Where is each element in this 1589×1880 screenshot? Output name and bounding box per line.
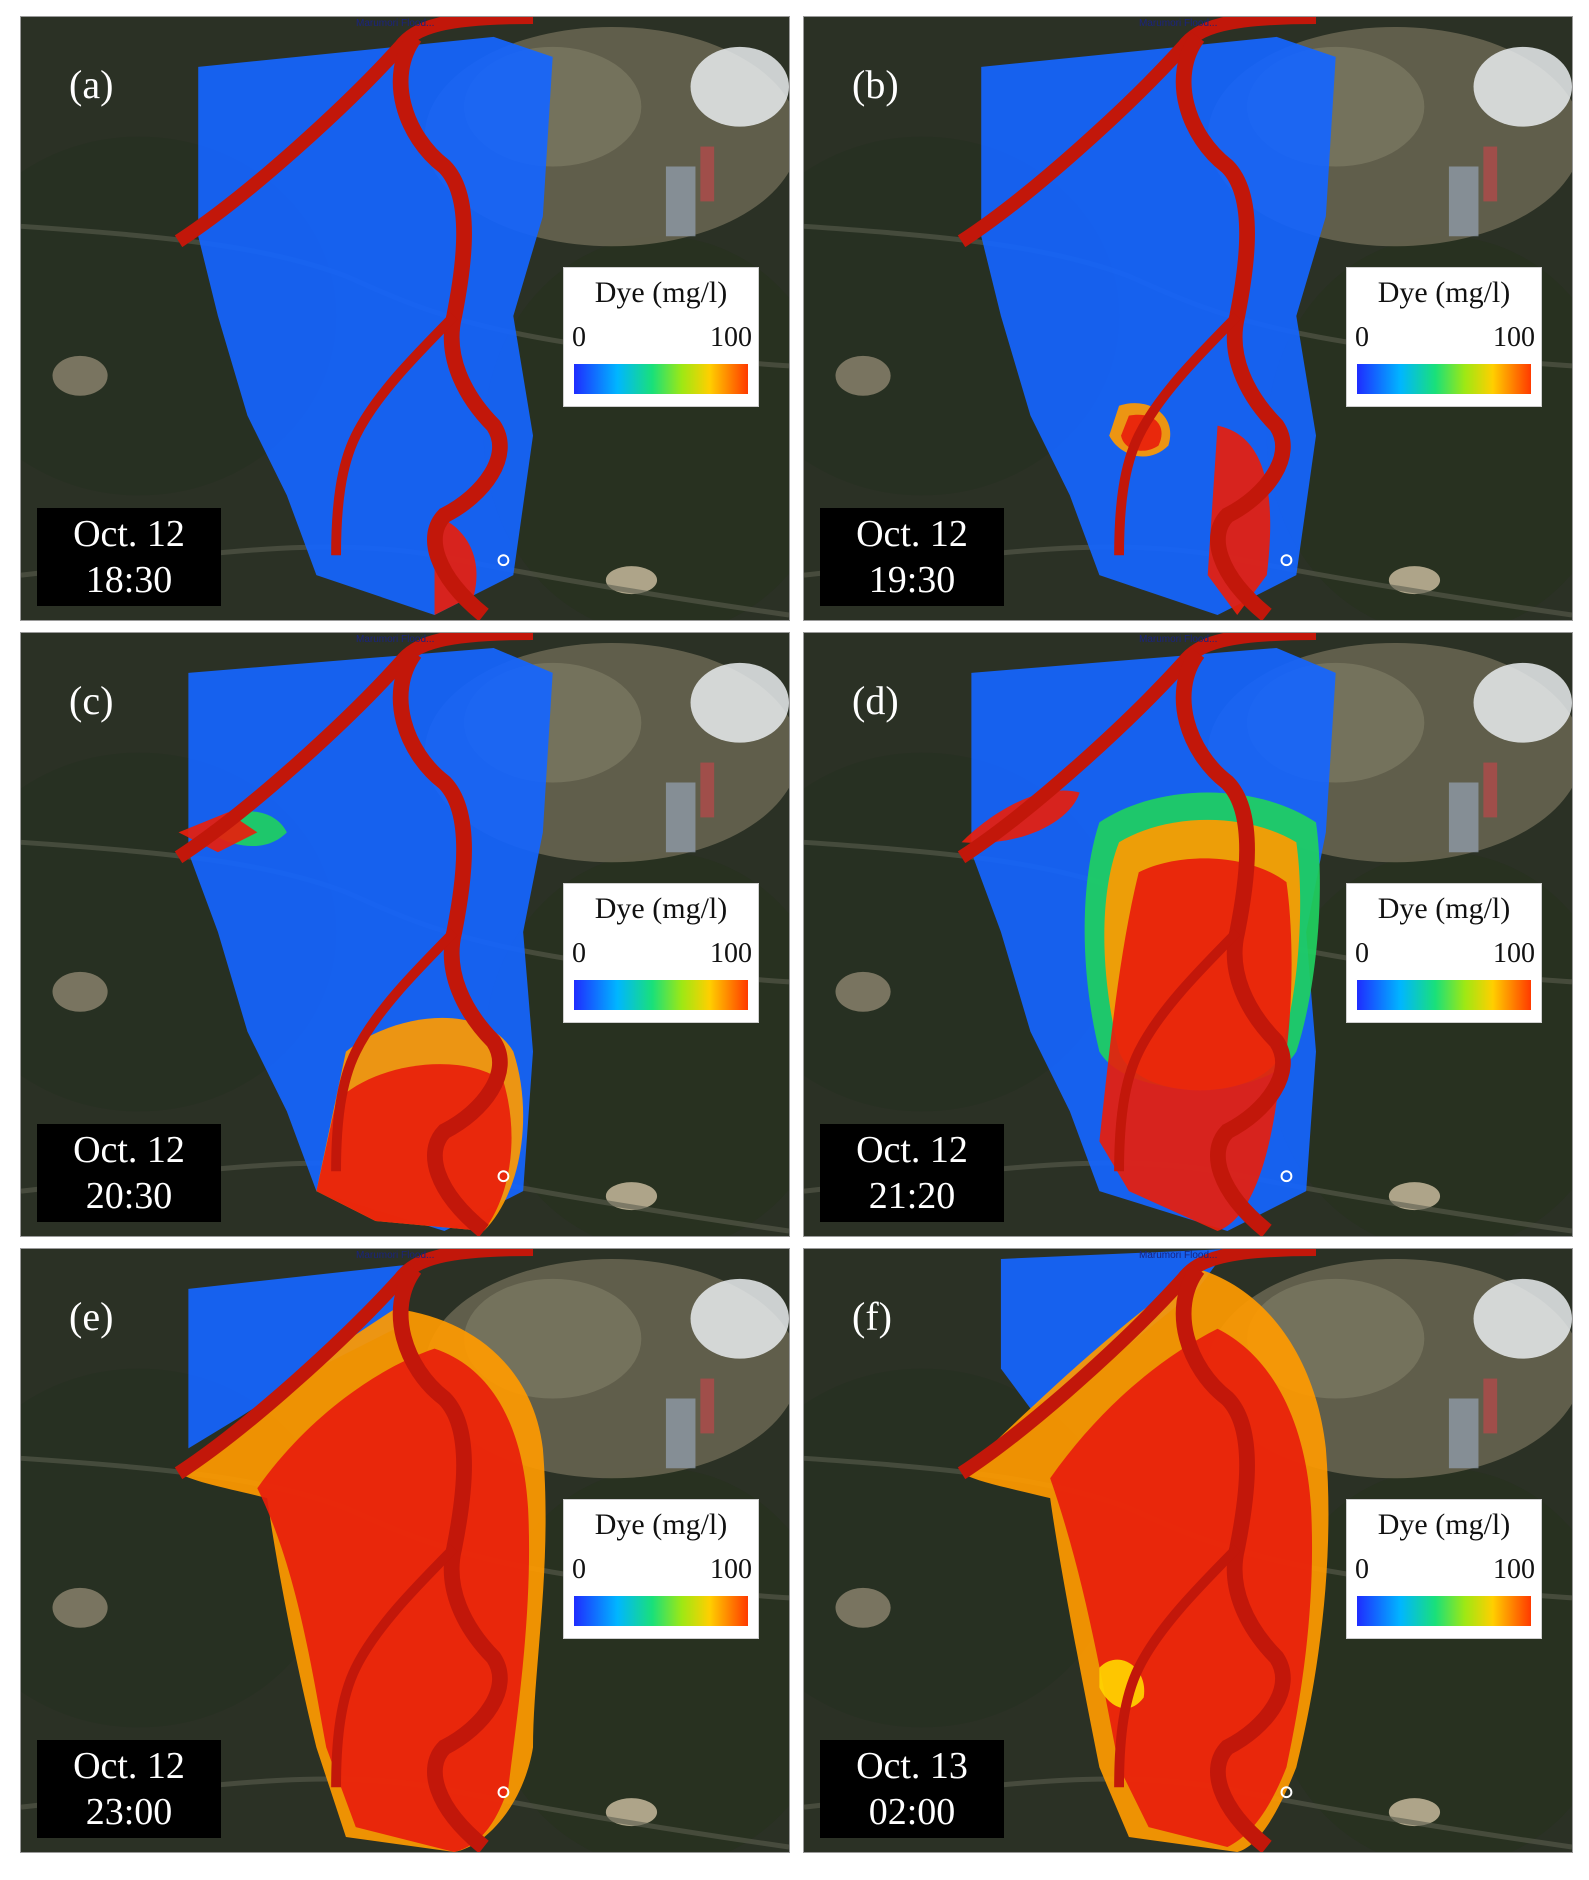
map-attribution: Marumori Flood... xyxy=(356,18,435,29)
map-panel-2: Marumori Flood... (c) Dye (mg/l) 0 100 O… xyxy=(20,632,790,1237)
timestamp-date: Oct. 12 xyxy=(856,513,968,555)
legend-min: 0 xyxy=(572,1554,586,1585)
legend: Dye (mg/l) 0 100 xyxy=(1346,267,1542,407)
legend-min: 0 xyxy=(572,938,586,969)
legend-title: Dye (mg/l) xyxy=(594,276,728,309)
timestamp-time: 20:30 xyxy=(85,1175,173,1217)
panel-label: (d) xyxy=(852,678,899,723)
map-panel-1: Marumori Flood... (b) Dye (mg/l) 0 100 O… xyxy=(803,16,1573,621)
legend-min: 0 xyxy=(1355,322,1369,353)
legend-title: Dye (mg/l) xyxy=(1377,892,1511,925)
legend-max: 100 xyxy=(710,322,752,353)
satellite-map xyxy=(804,17,1572,620)
legend-colorbar xyxy=(1357,1596,1531,1626)
map-attribution: Marumori Flood... xyxy=(1139,1250,1218,1261)
timestamp-time: 23:00 xyxy=(85,1791,173,1833)
map-attribution: Marumori Flood... xyxy=(1139,634,1218,645)
timestamp-box: Oct. 12 23:00 xyxy=(37,1740,221,1838)
panel-label: (c) xyxy=(69,678,114,723)
satellite-map xyxy=(21,633,789,1236)
legend: Dye (mg/l) 0 100 xyxy=(1346,883,1542,1023)
flood-region xyxy=(188,1263,415,1449)
legend: Dye (mg/l) 0 100 xyxy=(563,267,759,407)
legend-title: Dye (mg/l) xyxy=(1377,276,1511,309)
flood-region xyxy=(198,36,553,616)
timestamp-box: Oct. 12 19:30 xyxy=(820,508,1004,606)
map-panel-3: Marumori Flood... (d) Dye (mg/l) 0 100 O… xyxy=(803,632,1573,1237)
timestamp-date: Oct. 12 xyxy=(856,1129,968,1171)
panel-label: (e) xyxy=(69,1294,114,1339)
timestamp-box: Oct. 13 02:00 xyxy=(820,1740,1004,1838)
timestamp-time: 21:20 xyxy=(868,1175,956,1217)
legend-title: Dye (mg/l) xyxy=(594,892,728,925)
timestamp-box: Oct. 12 18:30 xyxy=(37,508,221,606)
legend-title: Dye (mg/l) xyxy=(594,1508,728,1541)
legend-colorbar xyxy=(1357,364,1531,394)
timestamp-date: Oct. 13 xyxy=(856,1745,968,1787)
flood-region xyxy=(316,1064,512,1232)
legend-min: 0 xyxy=(1355,1554,1369,1585)
legend: Dye (mg/l) 0 100 xyxy=(563,1499,759,1639)
legend: Dye (mg/l) 0 100 xyxy=(1346,1499,1542,1639)
legend-max: 100 xyxy=(1493,938,1535,969)
timestamp-time: 19:30 xyxy=(868,559,956,601)
timestamp-time: 02:00 xyxy=(868,1791,956,1833)
legend-colorbar xyxy=(574,1596,748,1626)
legend-colorbar xyxy=(1357,980,1531,1010)
panel-label: (b) xyxy=(852,62,899,107)
map-attribution: Marumori Flood... xyxy=(1139,18,1218,29)
timestamp-date: Oct. 12 xyxy=(73,1745,185,1787)
legend: Dye (mg/l) 0 100 xyxy=(563,883,759,1023)
map-panel-0: Marumori Flood... (a) Dye (mg/l) 0 100 O… xyxy=(20,16,790,621)
timestamp-time: 18:30 xyxy=(85,559,173,601)
map-attribution: Marumori Flood... xyxy=(356,634,435,645)
panel-label: (a) xyxy=(69,62,114,107)
legend-max: 100 xyxy=(1493,1554,1535,1585)
timestamp-date: Oct. 12 xyxy=(73,1129,185,1171)
legend-max: 100 xyxy=(1493,322,1535,353)
legend-colorbar xyxy=(574,980,748,1010)
timestamp-box: Oct. 12 21:20 xyxy=(820,1124,1004,1222)
legend-min: 0 xyxy=(572,322,586,353)
map-attribution: Marumori Flood... xyxy=(356,1250,435,1261)
legend-colorbar xyxy=(574,364,748,394)
legend-title: Dye (mg/l) xyxy=(1377,1508,1511,1541)
flood-region xyxy=(1099,858,1292,1232)
map-panel-4: Marumori Flood... (e) Dye (mg/l) 0 100 O… xyxy=(20,1248,790,1853)
timestamp-box: Oct. 12 20:30 xyxy=(37,1124,221,1222)
timestamp-date: Oct. 12 xyxy=(73,513,185,555)
legend-max: 100 xyxy=(710,1554,752,1585)
legend-min: 0 xyxy=(1355,938,1369,969)
legend-max: 100 xyxy=(710,938,752,969)
panel-label: (f) xyxy=(852,1294,892,1339)
map-panel-5: Marumori Flood... (f) Dye (mg/l) 0 100 O… xyxy=(803,1248,1573,1853)
